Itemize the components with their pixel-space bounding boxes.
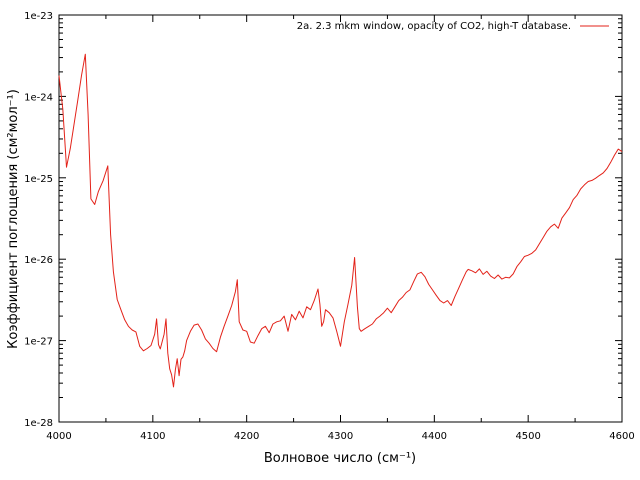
x-axis-title: Волновое число (см⁻¹) [264, 451, 416, 466]
y-tick-label: 1e-25 [24, 174, 53, 185]
y-tick-label: 1e-24 [24, 92, 53, 103]
series-line-0 [58, 53, 623, 388]
x-tick-label: 4300 [328, 431, 353, 442]
y-tick-label: 1e-26 [24, 255, 53, 266]
legend-label: 2a. 2.3 mkm window, opacity of CO2, high… [297, 21, 571, 32]
y-axis-title: Коэффициент поглощения (см²мол⁻¹) [6, 89, 21, 349]
legend: 2a. 2.3 mkm window, opacity of CO2, high… [297, 21, 609, 32]
x-tick-label: 4200 [234, 431, 259, 442]
y-tick-label: 1e-28 [24, 418, 53, 429]
y-tick-label: 1e-23 [24, 11, 53, 22]
y-tick-label: 1e-27 [24, 337, 53, 348]
plot-frame [58, 14, 623, 423]
x-tick-label: 4000 [46, 431, 71, 442]
x-tick-label: 4100 [140, 431, 165, 442]
x-tick-label: 4400 [422, 431, 447, 442]
x-tick-label: 4600 [609, 431, 634, 442]
x-tick-label: 4500 [515, 431, 540, 442]
